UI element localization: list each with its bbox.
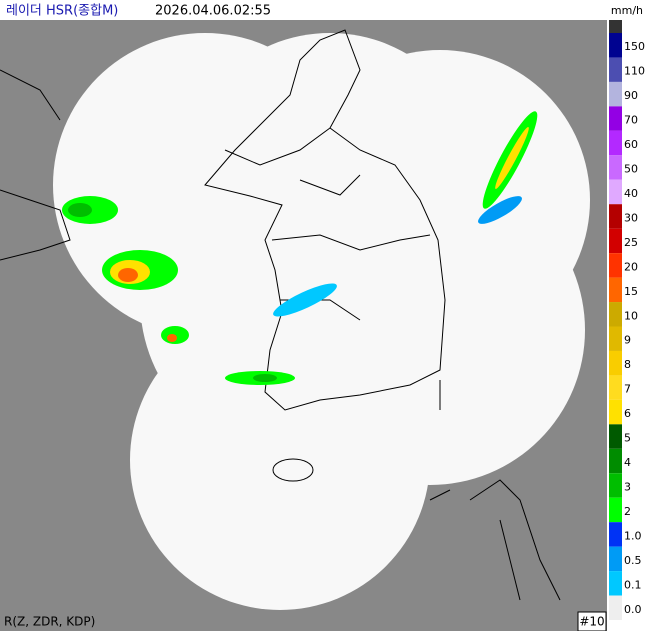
coastlines xyxy=(0,29,561,601)
unit: mm/h xyxy=(611,4,643,17)
legend-label: 3 xyxy=(624,480,631,493)
legend-label: 90 xyxy=(624,89,638,102)
precipitation xyxy=(62,111,538,385)
legend-swatch xyxy=(609,179,622,205)
timestamp: 2026.04.06.02:55 xyxy=(155,4,271,19)
legend-label: 0.1 xyxy=(624,578,642,591)
legend-label: 5 xyxy=(624,432,631,445)
legend-label: 9 xyxy=(624,334,631,347)
legend-label: 15 xyxy=(624,285,638,298)
legend-swatch xyxy=(609,571,622,596)
frame: #10 xyxy=(579,615,604,629)
legend-label: 6 xyxy=(624,407,631,420)
legend-swatch xyxy=(609,326,622,351)
legend-label: 110 xyxy=(624,65,645,78)
legend-label: 40 xyxy=(624,187,638,200)
legend-label: 1.0 xyxy=(624,529,642,542)
legend-top xyxy=(609,20,622,33)
legend-swatch xyxy=(609,253,622,278)
legend-swatch xyxy=(609,522,622,547)
legend-label: 10 xyxy=(624,309,638,322)
legend-swatch xyxy=(609,448,622,474)
legend-swatch xyxy=(609,277,622,303)
legend-swatch xyxy=(609,399,622,425)
legend-swatch xyxy=(609,546,622,572)
legend-swatch xyxy=(609,106,622,131)
legend-swatch xyxy=(609,57,622,82)
legend-label: 150 xyxy=(624,40,645,53)
legend-label: 7 xyxy=(624,383,631,396)
legend-swatch xyxy=(609,595,622,620)
legend-swatch xyxy=(609,424,622,449)
legend-swatch xyxy=(609,302,622,327)
legend-swatch xyxy=(609,130,622,156)
coverage xyxy=(53,33,590,610)
title: 레이더 HSR(종합M) xyxy=(6,4,118,19)
legend-label: 8 xyxy=(624,358,631,371)
legend-swatch xyxy=(609,375,622,400)
legend-swatch xyxy=(609,33,622,58)
legend-label: 2 xyxy=(624,505,631,518)
legend-label: 20 xyxy=(624,260,638,273)
method: R(Z, ZDR, KDP) xyxy=(4,615,95,629)
legend-swatch xyxy=(609,228,622,254)
legend: 150 110 90 70 60 50 40 30 25 20 15 10 9 8 7 6 5 4 3 2 1.0 0.5… xyxy=(609,33,645,620)
legend-label: 25 xyxy=(624,236,638,249)
legend-label: 70 xyxy=(624,114,638,127)
legend-swatch xyxy=(609,473,622,498)
legend-swatch xyxy=(609,155,622,180)
legend-label: 60 xyxy=(624,138,638,151)
legend-label: 0.5 xyxy=(624,554,642,567)
legend-swatch xyxy=(609,81,622,107)
legend-label: 0.0 xyxy=(624,603,642,616)
legend-label: 4 xyxy=(624,456,631,469)
legend-swatch xyxy=(609,497,622,523)
legend-swatch xyxy=(609,204,622,229)
legend-swatch xyxy=(609,350,622,376)
legend-label: 30 xyxy=(624,211,638,224)
legend-label: 50 xyxy=(624,163,638,176)
map xyxy=(0,20,607,632)
